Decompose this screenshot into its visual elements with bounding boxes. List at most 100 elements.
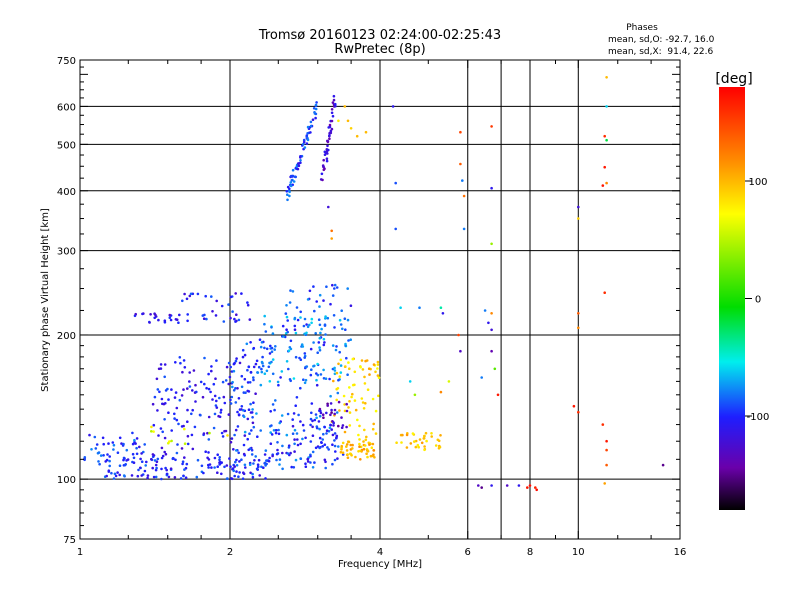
data-point bbox=[154, 463, 158, 467]
data-point bbox=[323, 323, 327, 327]
data-point bbox=[234, 401, 238, 404]
data-point bbox=[164, 466, 167, 470]
data-point bbox=[247, 408, 251, 412]
data-point bbox=[364, 438, 368, 442]
data-point bbox=[186, 408, 189, 412]
data-point bbox=[244, 391, 247, 395]
data-point bbox=[212, 426, 216, 430]
x-axis: 1 2 4 6 8 10 16 bbox=[77, 60, 686, 558]
data-point bbox=[293, 328, 297, 332]
data-point bbox=[229, 402, 233, 405]
data-point bbox=[371, 454, 374, 458]
data-point bbox=[288, 346, 292, 349]
data-point bbox=[409, 442, 413, 445]
data-point bbox=[324, 460, 327, 464]
data-point bbox=[360, 359, 364, 362]
data-point bbox=[325, 157, 329, 160]
data-point bbox=[336, 391, 340, 395]
data-point bbox=[361, 368, 365, 371]
data-point bbox=[262, 466, 265, 470]
data-point bbox=[436, 438, 440, 442]
data-point bbox=[265, 369, 269, 373]
data-point bbox=[296, 438, 299, 441]
data-point bbox=[365, 452, 368, 456]
data-point bbox=[193, 425, 197, 429]
data-point bbox=[605, 439, 608, 443]
data-point bbox=[215, 299, 218, 303]
data-point bbox=[343, 430, 347, 434]
data-point bbox=[288, 194, 291, 198]
data-point bbox=[264, 330, 268, 333]
data-point bbox=[358, 445, 361, 449]
data-point bbox=[215, 406, 219, 409]
data-point bbox=[137, 468, 140, 472]
y-tick-label: 75 bbox=[63, 535, 76, 546]
data-point bbox=[344, 328, 347, 332]
data-point bbox=[228, 375, 232, 379]
data-point bbox=[305, 142, 309, 145]
data-point bbox=[235, 449, 238, 452]
data-point bbox=[145, 460, 148, 464]
data-point bbox=[223, 465, 226, 469]
data-point bbox=[285, 433, 289, 437]
data-point bbox=[391, 105, 395, 108]
data-point bbox=[350, 395, 353, 399]
data-point bbox=[237, 397, 241, 400]
data-point bbox=[438, 445, 442, 449]
data-point bbox=[309, 440, 313, 443]
data-point bbox=[291, 168, 295, 172]
data-point bbox=[249, 370, 253, 374]
data-point bbox=[577, 410, 580, 414]
data-point bbox=[326, 316, 330, 320]
data-point bbox=[268, 361, 271, 365]
data-point bbox=[289, 379, 293, 383]
data-point bbox=[357, 433, 360, 437]
data-point bbox=[222, 320, 226, 323]
data-point bbox=[196, 292, 200, 296]
data-point bbox=[312, 341, 315, 344]
data-point bbox=[207, 451, 210, 454]
data-point bbox=[139, 466, 142, 470]
data-point bbox=[179, 361, 182, 365]
data-point bbox=[251, 416, 254, 419]
data-point bbox=[174, 391, 178, 394]
data-point bbox=[377, 394, 380, 398]
data-point bbox=[175, 418, 179, 422]
data-point bbox=[229, 365, 232, 369]
data-point bbox=[285, 315, 289, 319]
data-point bbox=[151, 453, 155, 456]
data-point bbox=[335, 436, 338, 439]
data-point bbox=[183, 366, 187, 369]
data-point bbox=[112, 443, 116, 447]
data-point bbox=[295, 165, 299, 168]
data-point bbox=[161, 454, 165, 458]
data-point bbox=[309, 120, 313, 124]
data-point bbox=[223, 401, 227, 405]
data-point bbox=[322, 299, 325, 302]
data-point bbox=[296, 162, 300, 165]
data-point bbox=[173, 412, 176, 416]
data-point bbox=[184, 476, 188, 480]
data-point bbox=[108, 459, 111, 463]
data-point bbox=[246, 301, 249, 304]
data-point bbox=[229, 465, 232, 469]
data-point bbox=[376, 360, 380, 364]
data-point bbox=[186, 387, 189, 390]
data-point bbox=[334, 348, 338, 352]
data-point bbox=[88, 433, 91, 437]
data-point bbox=[271, 454, 274, 458]
data-point bbox=[306, 138, 310, 142]
data-point bbox=[237, 451, 240, 455]
data-point bbox=[317, 341, 321, 344]
data-point bbox=[220, 472, 223, 476]
data-point bbox=[394, 181, 398, 185]
data-point bbox=[118, 473, 121, 477]
data-point bbox=[104, 460, 107, 463]
data-point bbox=[371, 427, 375, 431]
data-point bbox=[230, 437, 234, 440]
data-point bbox=[270, 326, 273, 329]
data-point bbox=[131, 431, 134, 435]
data-point bbox=[333, 283, 337, 287]
data-point bbox=[144, 464, 147, 467]
data-point bbox=[422, 437, 426, 440]
